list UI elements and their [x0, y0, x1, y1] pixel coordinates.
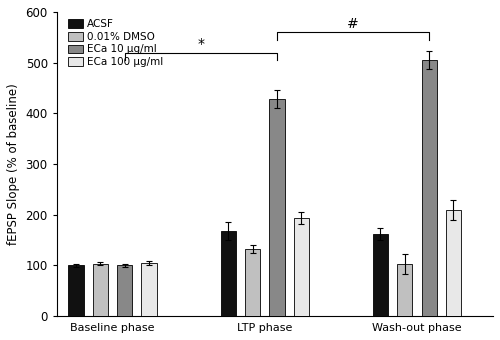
Bar: [422, 60, 436, 316]
Bar: [373, 234, 388, 316]
Text: *: *: [198, 37, 204, 51]
Bar: [220, 231, 236, 316]
Bar: [446, 210, 461, 316]
Bar: [397, 264, 412, 316]
Bar: [68, 266, 84, 316]
Legend: ACSF, 0.01% DMSO, ECa 10 μg/ml, ECa 100 μg/ml: ACSF, 0.01% DMSO, ECa 10 μg/ml, ECa 100 …: [66, 17, 166, 69]
Bar: [294, 218, 309, 316]
Bar: [245, 249, 260, 316]
Y-axis label: fEPSP Slope (% of baseline): fEPSP Slope (% of baseline): [7, 83, 20, 245]
Text: #: #: [347, 17, 359, 31]
Bar: [270, 99, 284, 316]
Bar: [142, 264, 156, 316]
Bar: [93, 264, 108, 316]
Bar: [117, 266, 132, 316]
